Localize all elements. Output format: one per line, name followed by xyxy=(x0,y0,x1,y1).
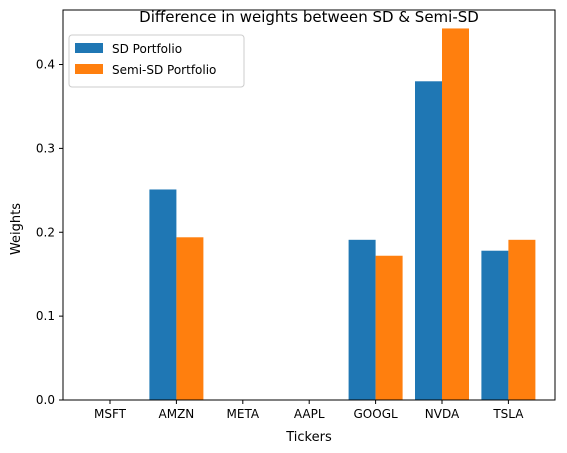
legend-box xyxy=(68,34,245,88)
y-tick-label: 0.1 xyxy=(36,309,55,323)
bar-amzn-series-2 xyxy=(176,237,204,400)
bar-tsla-series-1 xyxy=(481,250,509,400)
x-tick-label-aapl: AAPL xyxy=(294,407,325,421)
bar-nvda-series-2 xyxy=(442,28,469,400)
bars-group xyxy=(149,28,536,400)
x-axis-ticks: MSFT AMZN META AAPL GOOGL NVDA TSLA xyxy=(94,400,524,421)
bar-googl-series-2 xyxy=(375,255,403,400)
bar-amzn-series-1 xyxy=(149,189,177,400)
legend-label-series-1: SD Portfolio xyxy=(112,42,182,56)
bar-tsla-series-2 xyxy=(508,239,536,400)
y-axis-label: Weights xyxy=(9,203,24,255)
legend-label-series-2: Semi-SD Portfolio xyxy=(112,63,216,77)
y-tick-label: 0.3 xyxy=(36,141,55,155)
x-tick-label-tsla: TSLA xyxy=(492,407,524,421)
legend: SD Portfolio Semi-SD Portfolio xyxy=(68,34,245,88)
legend-swatch-series-1 xyxy=(75,43,103,53)
chart-title: Difference in weights between SD & Semi-… xyxy=(139,8,479,26)
x-tick-label-msft: MSFT xyxy=(94,407,127,421)
y-tick-label: 0.0 xyxy=(36,393,55,407)
x-tick-label-googl: GOOGL xyxy=(354,407,398,421)
y-tick-label: 0.2 xyxy=(36,225,55,239)
x-axis-label: Tickers xyxy=(285,430,332,445)
legend-swatch-series-2 xyxy=(75,64,103,74)
bar-googl-series-1 xyxy=(348,239,376,400)
bar-nvda-series-1 xyxy=(415,81,442,400)
x-tick-label-amzn: AMZN xyxy=(159,407,195,421)
y-tick-label: 0.4 xyxy=(36,58,55,72)
plot-frame xyxy=(62,9,556,401)
x-tick-label-meta: META xyxy=(227,407,260,421)
y-axis-ticks: 0.0 0.1 0.2 0.3 0.4 xyxy=(36,58,63,407)
x-tick-label-nvda: NVDA xyxy=(425,407,460,421)
